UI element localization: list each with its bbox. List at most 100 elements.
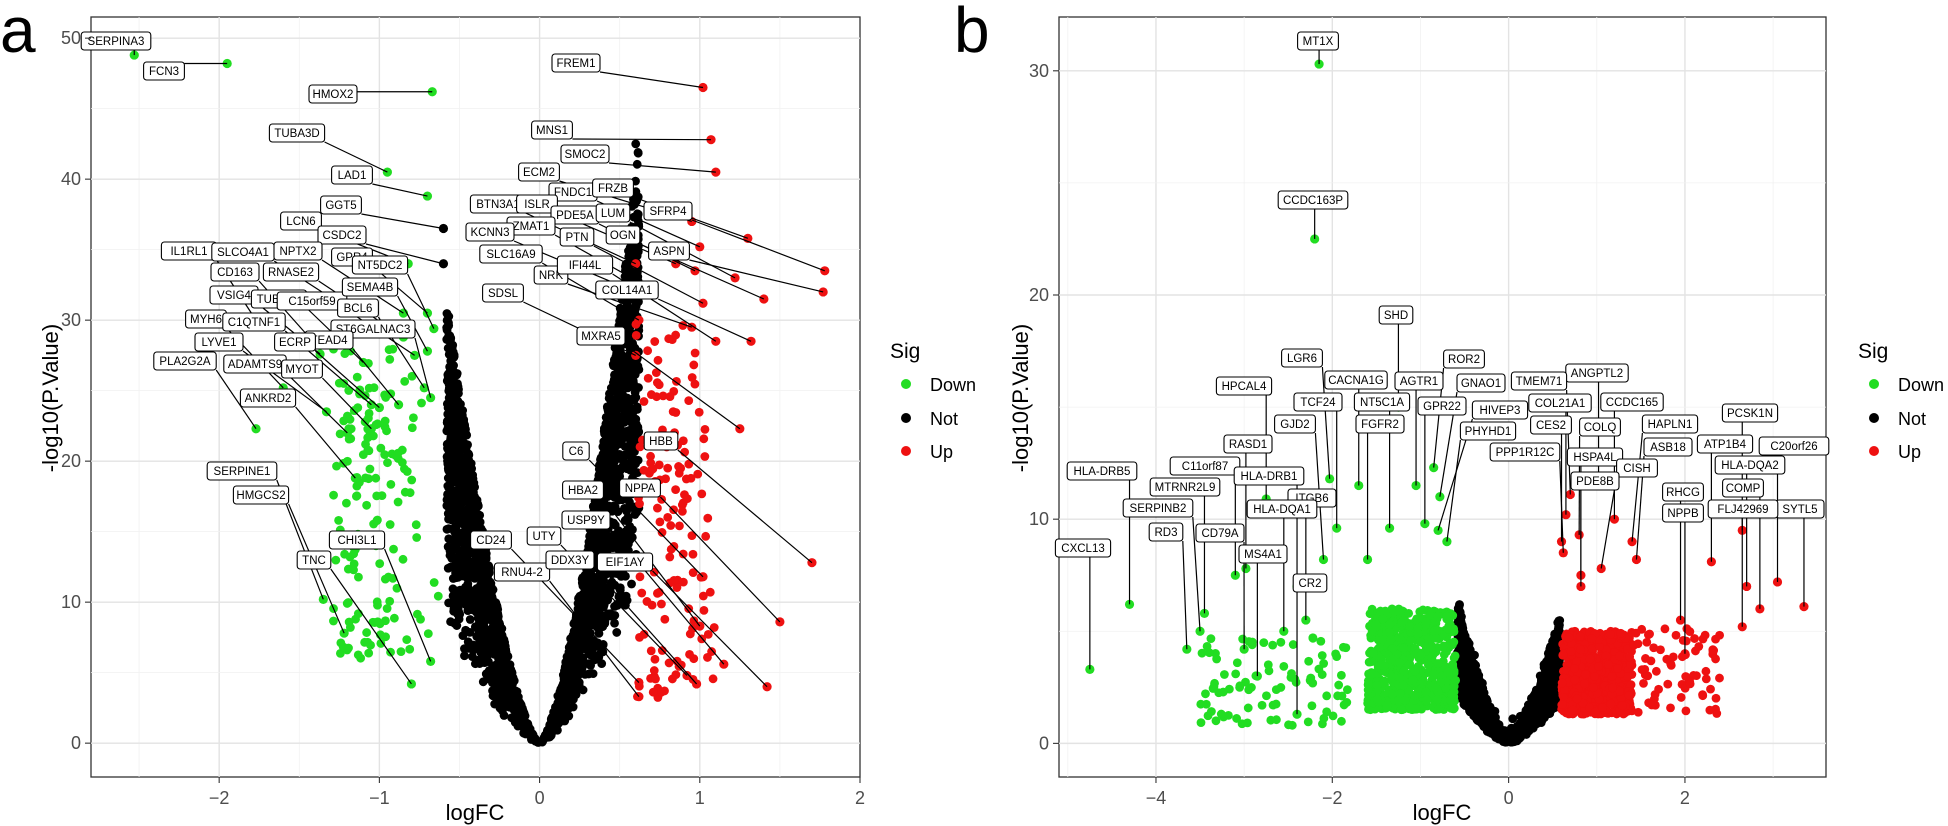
point-not	[460, 472, 470, 481]
gene-label-text: CD163	[217, 267, 253, 279]
point-down	[396, 647, 406, 657]
point-not	[444, 312, 454, 321]
point-up	[646, 646, 656, 656]
grid-a	[91, 17, 860, 777]
point-not	[471, 607, 481, 617]
point-not	[596, 593, 605, 603]
label-leader-line	[572, 138, 712, 141]
point-not	[553, 702, 562, 712]
point-not	[607, 412, 617, 422]
point-up	[635, 442, 645, 452]
x-tick-label: 2	[855, 788, 865, 808]
gene-label-text: VSIG4	[217, 290, 251, 302]
point-not	[455, 585, 465, 595]
point-up	[666, 521, 676, 530]
gene-label-text: C1QTNF1	[228, 317, 280, 329]
point-not	[489, 664, 499, 674]
gene-label-text: OGN	[610, 230, 636, 242]
point-not	[499, 711, 509, 720]
point-down	[370, 618, 380, 627]
point-not	[615, 421, 625, 431]
point-not	[494, 618, 504, 628]
point-not	[632, 159, 642, 169]
gene-label-text: SDSL	[488, 288, 519, 300]
y-tick-label: 30	[61, 310, 81, 330]
point-up	[647, 600, 657, 610]
point-not	[616, 535, 626, 545]
point-not	[586, 661, 595, 670]
panel-letter-b: b	[954, 0, 990, 66]
point-not	[617, 434, 627, 444]
legend-key-down-a	[901, 379, 911, 389]
gene-label-text: C6	[569, 446, 584, 458]
point-up	[671, 670, 681, 680]
point-up	[671, 485, 681, 495]
point-not	[621, 571, 630, 581]
point-not	[524, 729, 533, 739]
point-not	[597, 659, 607, 668]
point-up	[651, 674, 660, 684]
point-not	[614, 388, 624, 398]
point-not	[454, 435, 464, 445]
point-down	[407, 423, 417, 433]
point-up	[695, 242, 705, 252]
point-up	[657, 599, 666, 609]
point-up	[684, 459, 694, 469]
point-not	[451, 523, 461, 532]
point-down	[366, 640, 375, 650]
point-down	[363, 445, 373, 455]
point-up	[703, 513, 713, 523]
gene-label-text: ECRP	[279, 337, 311, 349]
legend-label-not-a: Not	[930, 409, 958, 429]
x-tick-label: −2	[209, 788, 230, 808]
gene-label-text: CSDC2	[323, 230, 362, 242]
point-not	[460, 651, 469, 661]
point-up	[669, 576, 679, 585]
point-not	[451, 398, 461, 407]
point-not	[501, 676, 510, 686]
point-up	[699, 606, 709, 615]
point-not	[568, 694, 578, 704]
point-down	[429, 578, 439, 587]
point-not	[630, 510, 640, 519]
gene-label-text: TNC	[302, 555, 326, 567]
point-down	[362, 628, 372, 637]
point-not	[556, 692, 566, 702]
gene-label-text: HMGCS2	[236, 490, 285, 502]
point-down	[407, 475, 417, 485]
point-not	[462, 506, 472, 516]
point-up	[701, 531, 711, 541]
gene-label-text: TEAD4	[310, 335, 348, 347]
point-not	[622, 381, 632, 391]
gene-label-text: HBB	[649, 436, 673, 448]
point-up	[655, 517, 665, 527]
point-not	[608, 543, 618, 553]
gene-label-text: RNU4-2	[501, 567, 543, 579]
y-tick-label: 40	[61, 169, 81, 189]
point-down	[343, 598, 353, 607]
point-up	[700, 452, 710, 461]
point-up	[697, 489, 707, 499]
point-not	[501, 651, 511, 661]
point-down	[397, 445, 407, 455]
gene-label-text: LUM	[601, 208, 625, 220]
point-not	[510, 714, 520, 723]
point-down	[426, 656, 436, 666]
plot-area-a: SERPINA3FCN3HMOX2TUBA3DLAD1GGT5LCN6CSDC2…	[80, 16, 861, 778]
point-down	[384, 345, 394, 355]
point-not	[610, 358, 620, 368]
point-down	[397, 458, 407, 467]
point-not	[456, 452, 466, 462]
gene-label-text: ECM2	[523, 167, 555, 179]
gene-label-text: HMOX2	[313, 89, 354, 101]
point-not	[453, 566, 463, 576]
point-not	[612, 599, 622, 609]
point-down	[381, 393, 391, 402]
point-down	[383, 458, 392, 468]
legend-key-not-a	[901, 413, 911, 423]
gene-label-text: PTN	[566, 232, 589, 244]
gene-label-text: KCNN3	[471, 227, 510, 239]
gene-label-text: COL14A1	[602, 285, 653, 297]
point-up	[684, 396, 694, 406]
